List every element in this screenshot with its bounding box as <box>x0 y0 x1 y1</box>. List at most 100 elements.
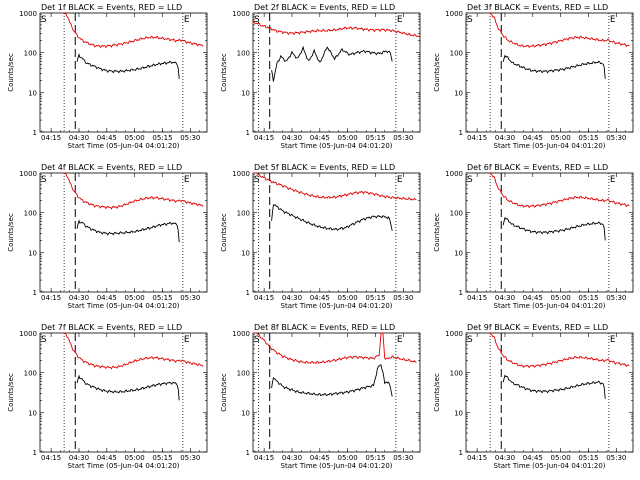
x-tick-label: 05:00 <box>125 454 145 462</box>
corner-end-label: E <box>610 175 616 185</box>
y-tick-label: 100 <box>450 210 463 218</box>
y-tick-label: 1000 <box>19 330 37 338</box>
x-tick-label: 05:30 <box>393 454 413 462</box>
x-tick-label: 05:30 <box>606 134 626 142</box>
series-line-events <box>502 54 606 79</box>
y-axis-label: Counts/sec <box>433 373 441 412</box>
x-axis-label: Start Time (05-Jun-04 04:01:20) <box>494 462 606 470</box>
x-tick-label: 04:15 <box>467 134 487 142</box>
corner-end-label: E <box>397 335 403 345</box>
panel-8: Det 8f BLACK = Events, RED = LLD 1 10 100 10… <box>220 323 421 470</box>
panel-title: Det 6f BLACK = Events, RED = LLD <box>467 163 608 172</box>
corner-end-label: E <box>184 175 190 185</box>
x-tick-label: 05:30 <box>606 454 626 462</box>
x-axis-label: Start Time (05-Jun-04 04:01:20) <box>494 302 606 310</box>
y-tick-label: 100 <box>24 50 37 58</box>
x-tick-label: 05:30 <box>180 454 200 462</box>
x-tick-label: 05:15 <box>578 134 598 142</box>
corner-start-label: S <box>41 335 47 345</box>
x-tick-label: 04:15 <box>41 134 61 142</box>
x-tick-label: 05:30 <box>393 294 413 302</box>
x-tick-label: 04:45 <box>523 454 543 462</box>
y-tick-label: 1 <box>246 449 250 457</box>
y-axis-label: Counts/sec <box>7 373 15 412</box>
x-axis-label: Start Time (05-Jun-04 04:01:20) <box>68 462 180 470</box>
y-tick-label: 1 <box>246 129 250 137</box>
x-tick-label: 04:45 <box>310 134 330 142</box>
corner-start-label: S <box>254 175 260 185</box>
x-tick-label: 04:45 <box>310 294 330 302</box>
plot-frame <box>252 172 421 293</box>
panel-6: Det 6f BLACK = Events, RED = LLD 1 10 100 10… <box>433 163 634 310</box>
x-tick-label: 05:00 <box>551 454 571 462</box>
x-tick-label: 04:15 <box>254 454 274 462</box>
corner-start-label: S <box>254 15 260 25</box>
y-tick-label: 100 <box>450 370 463 378</box>
x-tick-label: 05:00 <box>125 294 145 302</box>
x-tick-label: 04:45 <box>523 294 543 302</box>
plot-frame <box>39 12 208 133</box>
series-line-lld <box>253 172 417 201</box>
corner-end-label: E <box>610 15 616 25</box>
series-line-lld <box>252 20 421 37</box>
panel-5: Det 5f BLACK = Events, RED = LLD 1 10 100 10… <box>220 163 421 310</box>
y-tick-label: 10 <box>454 249 463 257</box>
x-axis-label: Start Time (05-Jun-04 04:01:20) <box>281 142 393 150</box>
plot-frame <box>465 172 634 293</box>
x-tick-label: 05:15 <box>578 454 598 462</box>
y-axis-label: Counts/sec <box>220 373 228 412</box>
corner-end-label: E <box>397 15 403 25</box>
y-tick-label: 10 <box>454 409 463 417</box>
x-tick-label: 04:45 <box>97 294 117 302</box>
series-line-events <box>76 374 180 401</box>
corner-start-label: S <box>467 175 473 185</box>
x-tick-label: 04:30 <box>69 454 89 462</box>
series-line-events <box>76 219 180 243</box>
x-tick-label: 05:30 <box>606 294 626 302</box>
x-tick-label: 04:45 <box>310 454 330 462</box>
series-line-events <box>76 53 180 79</box>
x-tick-label: 05:15 <box>152 454 172 462</box>
corner-end-label: E <box>184 335 190 345</box>
x-tick-label: 04:15 <box>467 454 487 462</box>
plot-frame <box>39 172 208 293</box>
series-line-events <box>271 45 393 82</box>
x-tick-label: 05:15 <box>152 294 172 302</box>
x-tick-label: 04:30 <box>69 294 89 302</box>
y-tick-label: 1000 <box>445 170 463 178</box>
series-line-lld <box>62 332 204 370</box>
y-tick-label: 10 <box>28 249 37 257</box>
y-axis-label: Counts/sec <box>7 213 15 252</box>
panel-2: Det 2f BLACK = Events, RED = LLD 1 10 100 10… <box>220 3 421 150</box>
y-tick-label: 1 <box>459 129 463 137</box>
x-tick-label: 05:00 <box>338 134 358 142</box>
series-line-lld <box>488 12 630 48</box>
x-axis-label: Start Time (05-Jun-04 04:01:20) <box>68 142 180 150</box>
x-tick-label: 05:30 <box>180 134 200 142</box>
x-tick-label: 04:30 <box>495 454 515 462</box>
x-tick-label: 04:15 <box>41 454 61 462</box>
y-axis-label: Counts/sec <box>220 53 228 92</box>
y-tick-label: 10 <box>241 89 250 97</box>
series-line-events <box>502 374 606 399</box>
x-tick-label: 04:45 <box>97 134 117 142</box>
panel-title: Det 9f BLACK = Events, RED = LLD <box>467 323 608 332</box>
series-line-lld <box>62 12 204 49</box>
y-tick-label: 100 <box>237 210 250 218</box>
panel-4: Det 4f BLACK = Events, RED = LLD 1 10 100 10… <box>7 163 208 310</box>
x-tick-label: 05:30 <box>393 134 413 142</box>
x-tick-label: 04:30 <box>282 454 302 462</box>
x-axis-label: Start Time (05-Jun-04 04:01:20) <box>281 302 393 310</box>
x-tick-label: 04:30 <box>69 134 89 142</box>
series-line-lld <box>253 332 417 365</box>
series-line-events <box>271 204 393 232</box>
y-tick-label: 1000 <box>445 330 463 338</box>
x-axis-label: Start Time (05-Jun-04 04:01:20) <box>494 142 606 150</box>
y-tick-label: 100 <box>237 50 250 58</box>
corner-start-label: S <box>467 15 473 25</box>
panel-1: Det 1f BLACK = Events, RED = LLD 1 10 100 10… <box>7 3 208 150</box>
x-axis-label: Start Time (05-Jun-04 04:01:20) <box>281 462 393 470</box>
panel-title: Det 4f BLACK = Events, RED = LLD <box>41 163 182 172</box>
y-tick-label: 1000 <box>445 10 463 18</box>
corner-start-label: S <box>467 335 473 345</box>
